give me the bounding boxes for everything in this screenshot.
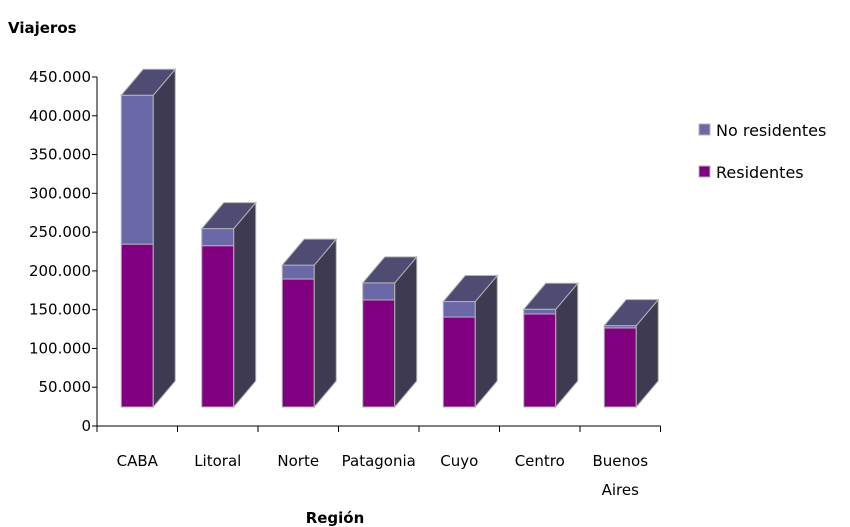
x-tick-label: Litoral xyxy=(194,452,241,470)
bar-segment-residentes xyxy=(362,299,396,408)
legend: No residentes Residentes xyxy=(698,121,826,182)
bar-top-face xyxy=(281,238,338,266)
bar-segment-no-residentes xyxy=(281,264,315,280)
bar-group xyxy=(120,67,177,409)
bar-segment-no-residentes xyxy=(362,282,396,301)
y-tick-label: 400.000 xyxy=(29,107,91,125)
bar-group xyxy=(603,298,660,409)
x-tick-label: Norte xyxy=(277,452,319,470)
x-tick-label: CABA xyxy=(117,452,159,470)
bar-group xyxy=(442,274,499,409)
x-axis-label: Región xyxy=(306,509,365,527)
bar-segment-residentes xyxy=(120,243,154,408)
x-tick-label: Patagonia xyxy=(342,452,416,470)
bars xyxy=(120,67,660,409)
bar-segment-residentes xyxy=(442,316,476,408)
bar-group xyxy=(361,255,418,409)
y-tick-label: 450.000 xyxy=(29,68,91,86)
bar-side-face xyxy=(233,201,257,409)
bar-side-face xyxy=(313,237,337,409)
bar-top-face xyxy=(361,256,418,284)
bar-top-face xyxy=(522,282,579,310)
y-tick-label: 350.000 xyxy=(29,146,91,164)
x-tick-label: Centro xyxy=(515,452,565,470)
bar-top-face xyxy=(603,299,660,327)
bar-segment-no-residentes xyxy=(442,301,476,318)
x-tick-label: Buenos xyxy=(592,452,648,470)
bar-segment-no-residentes xyxy=(201,228,235,247)
x-tick-label: Cuyo xyxy=(440,452,478,470)
bar-group xyxy=(200,201,257,409)
legend-swatch xyxy=(698,165,711,178)
bar-group xyxy=(522,281,579,409)
legend-swatch xyxy=(698,123,711,136)
bar-segment-residentes xyxy=(201,245,235,408)
bar-segment-no-residentes xyxy=(523,308,557,315)
bar-top-face xyxy=(120,68,177,96)
bar-segment-residentes xyxy=(523,313,557,408)
y-tick-label: 50.000 xyxy=(39,378,92,396)
bar-segment-residentes xyxy=(603,327,637,408)
bar-group xyxy=(281,237,338,409)
y-tick-label: 250.000 xyxy=(29,223,91,241)
bar-segment-residentes xyxy=(281,278,315,408)
legend-label: Residentes xyxy=(716,163,804,182)
y-tick-label: 100.000 xyxy=(29,339,91,357)
legend-label: No residentes xyxy=(716,121,826,140)
axes: 0 50.000 100.000 150.000 200.000 250.000 300.0… xyxy=(29,68,661,499)
bar-top-face xyxy=(442,275,499,303)
y-tick-label: 300.000 xyxy=(29,184,91,202)
bar-side-face xyxy=(152,67,176,409)
y-tick-label: 0 xyxy=(81,417,91,435)
y-tick-label: 200.000 xyxy=(29,262,91,280)
x-tick-label: Aires xyxy=(602,481,639,499)
y-axis-label: Viajeros xyxy=(8,19,77,37)
bar-top-face xyxy=(200,202,257,230)
y-tick-label: 150.000 xyxy=(29,301,91,319)
bar-segment-no-residentes xyxy=(120,94,154,245)
